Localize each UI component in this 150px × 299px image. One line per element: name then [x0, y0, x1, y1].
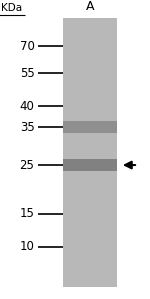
Bar	[63, 159, 117, 171]
Text: 15: 15	[20, 207, 34, 220]
Bar	[63, 18, 117, 287]
Text: 55: 55	[20, 67, 34, 80]
Text: 25: 25	[20, 158, 34, 172]
Text: KDa: KDa	[2, 4, 22, 13]
Text: A: A	[86, 1, 94, 13]
Text: 35: 35	[20, 120, 34, 134]
Text: 70: 70	[20, 40, 34, 53]
Text: 10: 10	[20, 240, 34, 253]
Text: 40: 40	[20, 100, 34, 113]
Bar	[63, 121, 117, 133]
